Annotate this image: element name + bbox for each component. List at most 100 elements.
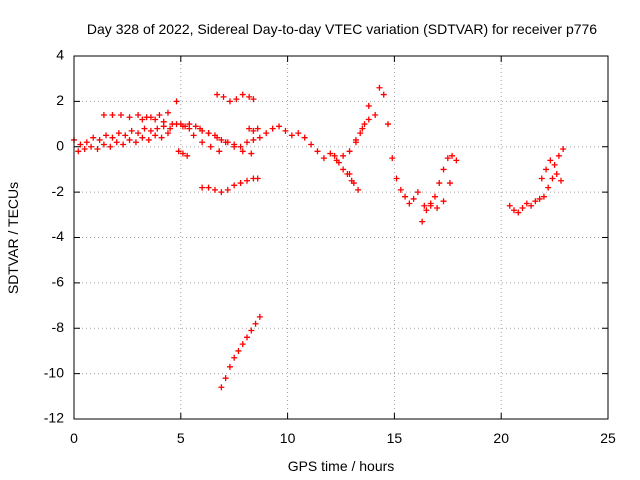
data-point	[179, 150, 186, 157]
data-point	[100, 111, 107, 118]
data-point	[547, 157, 554, 164]
data-point	[211, 186, 218, 193]
x-tick-label: 25	[600, 430, 616, 446]
data-point	[519, 205, 526, 212]
data-point	[511, 207, 518, 214]
series-arc-b	[182, 123, 223, 155]
x-tick-label: 20	[493, 430, 509, 446]
y-tick-label: 0	[56, 137, 64, 153]
series-dip	[175, 148, 191, 159]
series-arc-c	[197, 125, 255, 157]
data-point	[214, 134, 221, 141]
data-point	[256, 134, 263, 141]
data-point	[156, 111, 163, 118]
data-point	[167, 125, 174, 132]
data-point	[231, 143, 238, 150]
data-point	[263, 130, 270, 137]
data-point	[427, 202, 434, 209]
data-point	[549, 175, 556, 182]
data-point	[250, 96, 257, 103]
data-point	[222, 375, 229, 382]
data-point	[237, 143, 244, 150]
series-diag-12-14	[331, 102, 372, 184]
y-tick-label: -6	[52, 274, 65, 290]
data-point	[83, 139, 90, 146]
data-point	[75, 148, 82, 155]
plot-frame	[73, 55, 609, 420]
data-point	[126, 114, 133, 121]
data-point	[389, 155, 396, 162]
data-point	[244, 334, 251, 341]
data-point	[540, 193, 547, 200]
data-point	[244, 177, 251, 184]
data-point	[252, 320, 259, 327]
series-upper-right	[214, 91, 257, 105]
data-point	[77, 141, 84, 148]
data-point	[122, 132, 129, 139]
data-point	[222, 139, 229, 146]
y-tick-label: -4	[52, 228, 65, 244]
x-tick-label: 5	[177, 430, 185, 446]
data-point	[365, 102, 372, 109]
data-point	[90, 134, 97, 141]
data-point	[359, 125, 366, 132]
y-tick-label: 4	[56, 47, 64, 63]
data-point	[560, 146, 567, 153]
data-point	[197, 125, 204, 132]
data-point	[365, 116, 372, 123]
data-point	[226, 98, 233, 105]
x-axis-label: GPS time / hours	[288, 458, 395, 474]
data-point	[246, 93, 253, 100]
data-point	[331, 152, 338, 159]
axes: -12 -10 -8 -6 -4 -2 0 2 4 0 5 10 15 20 25	[44, 47, 616, 446]
data-point	[115, 130, 122, 137]
data-point	[314, 148, 321, 155]
data-point	[269, 125, 276, 132]
series-small-chunk	[246, 125, 261, 134]
data-point	[81, 146, 88, 153]
data-point	[147, 114, 154, 121]
series-peak	[372, 84, 460, 225]
data-point	[419, 218, 426, 225]
data-point	[380, 91, 387, 98]
y-tick-label: -10	[44, 364, 64, 380]
chart-title: Day 328 of 2022, Sidereal Day-to-day VTE…	[87, 21, 597, 37]
x-tick-label: 15	[387, 430, 403, 446]
data-point	[254, 175, 261, 182]
data-point	[553, 170, 560, 177]
data-point	[152, 116, 159, 123]
data-point	[352, 139, 359, 146]
y-tick-label: 2	[56, 92, 64, 108]
data-point	[139, 116, 146, 123]
data-point	[231, 354, 238, 361]
series-main-upper	[100, 111, 193, 128]
data-point	[335, 159, 342, 166]
data-point	[109, 111, 116, 118]
data-point	[158, 134, 165, 141]
data-point	[532, 198, 539, 205]
data-point	[244, 139, 251, 146]
data-point	[449, 152, 456, 159]
data-point	[135, 130, 142, 137]
data-point	[128, 127, 135, 134]
data-point	[192, 123, 199, 130]
data-point	[169, 121, 176, 128]
data-points	[71, 84, 567, 391]
data-point	[246, 125, 253, 132]
data-point	[361, 121, 368, 128]
data-point	[256, 313, 263, 320]
data-point	[340, 152, 347, 159]
data-point	[254, 125, 261, 132]
data-point	[231, 182, 238, 189]
data-point	[199, 184, 206, 191]
data-point	[184, 152, 191, 159]
y-tick-label: -12	[44, 410, 64, 426]
data-point	[113, 139, 120, 146]
data-point	[558, 177, 565, 184]
data-point	[152, 132, 159, 139]
data-point	[346, 148, 353, 155]
data-point	[551, 161, 558, 168]
data-point	[444, 155, 451, 162]
data-point	[186, 121, 193, 128]
